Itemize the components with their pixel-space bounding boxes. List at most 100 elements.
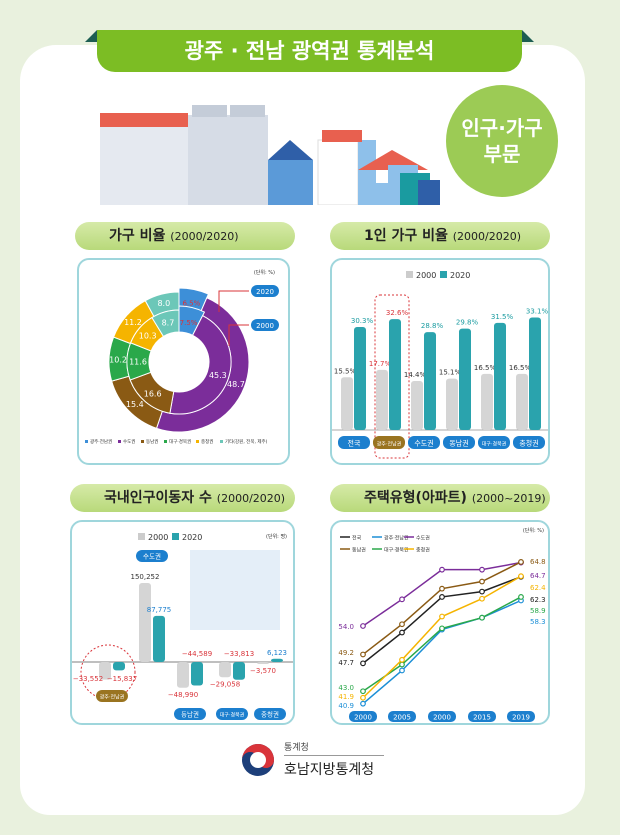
- category-label: 광주·전남권: [100, 694, 125, 701]
- start-value-label: 40.9: [338, 702, 354, 710]
- bar-value-label: 6,123: [267, 649, 287, 657]
- category-pill: [478, 436, 510, 449]
- bar-2020: [389, 319, 401, 430]
- data-point: [439, 613, 445, 620]
- data-point: [360, 651, 366, 658]
- end-value-label: 58.9: [530, 607, 546, 615]
- category-pill: [443, 436, 475, 449]
- end-value-label: 64.8: [530, 558, 546, 566]
- year-pill: [349, 711, 377, 722]
- slice-label: 16.6: [144, 389, 162, 398]
- bar-value-label: 15.5%: [334, 367, 357, 375]
- legend-swatch: [196, 440, 199, 443]
- start-value-label: 49.2: [338, 649, 354, 657]
- category-pill: [408, 436, 440, 449]
- callout-arrow: [218, 290, 249, 312]
- legend-label: 수도권: [416, 535, 430, 542]
- legend-label: 동남권: [146, 438, 158, 445]
- category-label: 전국: [348, 439, 361, 448]
- legend-label: 동남권: [352, 547, 366, 554]
- title-text: 국내인구이동자 수: [104, 490, 212, 506]
- bar-value-label: 87,775: [147, 606, 172, 614]
- data-point: [399, 629, 405, 636]
- category-label: 수도권: [143, 553, 161, 561]
- title-sub: (2000/2020): [216, 492, 286, 505]
- start-value-label: 54.0: [338, 623, 354, 631]
- data-point: [518, 559, 524, 565]
- bar-2000: [411, 381, 423, 430]
- buildings-illustration: [100, 105, 440, 205]
- slice-label: 11.2: [124, 318, 142, 327]
- category-label: 광주·전남권: [377, 441, 402, 448]
- data-point: [479, 566, 485, 573]
- category-pill: [136, 550, 168, 562]
- bar-value-label: −33,552: [73, 675, 103, 683]
- unit-label: (단위: %): [254, 269, 275, 276]
- legend-label: 광주·전남권: [90, 438, 112, 445]
- unit-label: (단위: %): [523, 527, 544, 534]
- category-pill: [174, 708, 206, 720]
- family-illustration: [150, 333, 208, 391]
- data-point: [399, 667, 405, 674]
- category-label: 충청권: [261, 710, 279, 719]
- data-point: [439, 594, 445, 600]
- title-text: 가구 비율: [109, 228, 166, 244]
- legend-label: 수도권: [123, 438, 135, 445]
- section-title-housing-type: 주택유형(아파트) (2000~2019): [330, 484, 550, 512]
- bar-2000: [139, 583, 151, 662]
- legend-label: 2000: [148, 533, 168, 542]
- bar-value-label: 16.5%: [509, 364, 532, 372]
- legend-swatch: [118, 440, 121, 443]
- bar-value-label: −15,837: [107, 675, 137, 683]
- legend-swatch: [220, 440, 223, 443]
- title-sub: (2000/2020): [452, 230, 522, 243]
- bar-value-label: −3,570: [250, 667, 276, 675]
- page-title: 광주 · 전남 광역권 통계분석: [85, 30, 534, 72]
- ring-year-label: 2020: [256, 288, 274, 296]
- single-household-bar-chart: 2000 2020 15.5% 30.3% 전국 17.7% 32.6% 광주·전남권 14.4…: [332, 271, 548, 459]
- category-label: 동남권: [449, 439, 468, 448]
- ring-year-label: 2000: [256, 322, 274, 330]
- bar-2020: [494, 322, 506, 430]
- ring-year-pill: [251, 319, 279, 331]
- donut-slice: [151, 309, 180, 338]
- end-value-label: 64.7: [530, 572, 546, 580]
- bar-value-label: 150,252: [131, 573, 160, 581]
- year-pill: [468, 711, 496, 722]
- end-value-label: 58.3: [530, 618, 546, 626]
- bar-value-label: −33,813: [224, 650, 254, 658]
- category-label: 대구·경북권: [482, 441, 507, 448]
- data-point: [439, 585, 445, 592]
- unit-label: (단위: 명): [266, 533, 287, 540]
- x-tick-label: 2000: [433, 714, 451, 722]
- data-point: [399, 656, 405, 663]
- legend-swatch-2020: [172, 533, 179, 540]
- legend-swatch-2020: [440, 271, 447, 278]
- bar-2020: [191, 662, 203, 686]
- category-label: 수도권: [414, 440, 433, 448]
- callout-arrow: [228, 324, 249, 346]
- bar-2000: [99, 662, 111, 680]
- year-pill: [428, 711, 456, 722]
- housing-line-chart: (단위: %) 전국 47.7 62.3 광주·전남권 40.9 58.3 수도권 54.0 64…: [338, 527, 546, 722]
- start-value-label: 41.9: [338, 693, 354, 701]
- bar-2020: [233, 662, 245, 680]
- slice-label: 11.6: [129, 357, 147, 366]
- slice-label: 45.3: [209, 371, 227, 380]
- year-pill: [507, 711, 535, 722]
- bar-2000: [177, 662, 189, 688]
- bar-2020: [459, 328, 471, 430]
- data-point: [360, 688, 366, 695]
- category-pill: [254, 708, 286, 720]
- bar-2020: [424, 332, 436, 430]
- bar-2020: [271, 658, 283, 662]
- bar-value-label: −48,990: [168, 691, 198, 699]
- bar-value-label: 14.4%: [404, 371, 427, 379]
- series-line-3: [362, 561, 522, 656]
- data-point: [360, 660, 366, 667]
- bar-2020: [529, 317, 541, 430]
- single-household-chart-panel: 2000 2020 15.5% 30.3% 전국 17.7% 32.6% 광주·전남권 14.4…: [330, 258, 550, 465]
- data-point: [399, 596, 405, 603]
- bar-value-label: 32.6%: [386, 309, 409, 317]
- legend-label: 2020: [182, 533, 202, 542]
